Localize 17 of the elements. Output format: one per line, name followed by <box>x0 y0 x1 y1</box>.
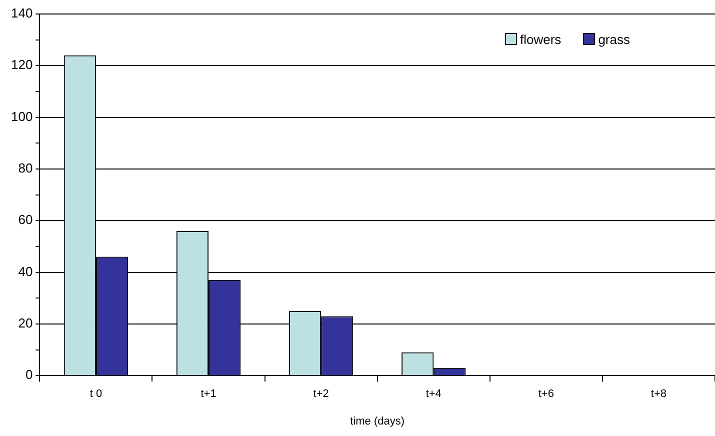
y-tick-label: 60 <box>18 212 33 228</box>
x-tick-label: t+2 <box>313 388 329 400</box>
legend-label: grass <box>597 32 630 47</box>
x-tick-label: t+4 <box>426 388 442 400</box>
y-tick-label: 40 <box>18 264 33 279</box>
y-tick-label: 0 <box>25 367 33 382</box>
y-tick-label: 120 <box>10 57 33 72</box>
x-tick-label: t+1 <box>200 388 216 400</box>
y-tick-label: 140 <box>10 6 33 21</box>
x-axis-title: time (days) <box>350 415 405 428</box>
y-tick-label: 100 <box>10 108 33 124</box>
legend-label: flowers <box>519 32 562 47</box>
x-tick-label: t+6 <box>538 388 554 400</box>
y-tick-label: 20 <box>18 316 33 331</box>
x-tick-label: t+8 <box>650 388 667 400</box>
x-tick-label: t 0 <box>90 388 102 400</box>
y-tick-label: 80 <box>18 160 33 176</box>
